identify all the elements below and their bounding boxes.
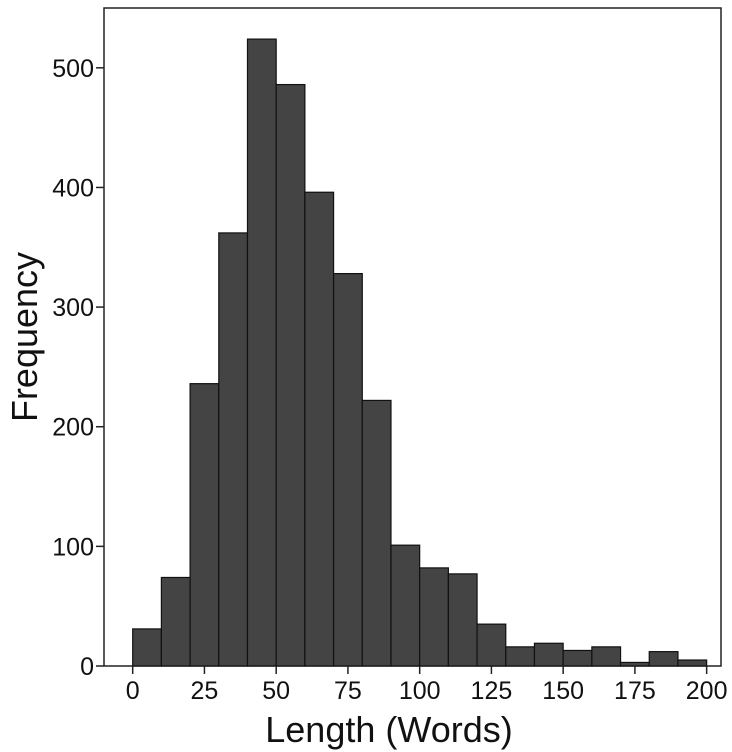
y-tick-label: 0 (80, 653, 94, 681)
y-axis: 0 100 200 300 400 500 (52, 55, 104, 681)
x-tick-label: 25 (191, 677, 219, 705)
histogram-bar-120 (476, 623, 507, 667)
histogram-bar-70 (332, 272, 363, 667)
histogram-bar-10 (160, 576, 191, 667)
histogram-bar-160 (591, 646, 622, 667)
x-tick-label: 175 (614, 677, 656, 705)
x-axis: 0 25 50 75 100 125 150 175 200 (126, 666, 728, 705)
histogram-bar-150 (562, 649, 593, 667)
x-tick-label: 75 (334, 677, 362, 705)
histogram-bar-180 (648, 651, 679, 667)
histogram-bar-90 (390, 544, 421, 667)
x-tick-label: 150 (542, 677, 584, 705)
y-tick-label: 300 (52, 294, 94, 322)
histogram-bar-80 (361, 399, 392, 667)
x-tick-label: 50 (262, 677, 290, 705)
histogram-bar-190 (677, 659, 708, 667)
x-tick-label: 0 (126, 677, 140, 705)
histogram-bar-0 (132, 628, 162, 667)
histogram-bar-20 (189, 383, 220, 667)
x-tick-label: 100 (399, 677, 441, 705)
y-axis-title: Frequency (4, 252, 45, 422)
histogram-bar-30 (218, 232, 249, 667)
histogram-bar-60 (304, 191, 335, 667)
y-tick-label: 500 (52, 55, 94, 83)
histogram-bar-100 (419, 567, 449, 667)
y-tick-label: 100 (52, 533, 94, 561)
histogram-bar-110 (447, 573, 478, 667)
y-tick-label: 400 (52, 174, 94, 202)
x-tick-label: 200 (686, 677, 728, 705)
histogram-bar-140 (533, 642, 564, 667)
histogram-bar-50 (275, 83, 306, 667)
y-tick-label: 200 (52, 414, 94, 442)
histogram-bar-130 (505, 646, 536, 667)
x-axis-title: Length (Words) (265, 709, 512, 750)
x-tick-label: 125 (471, 677, 513, 705)
histogram-bar-170 (619, 661, 650, 667)
histogram-bar-40 (246, 38, 277, 667)
bars-group (132, 38, 708, 667)
